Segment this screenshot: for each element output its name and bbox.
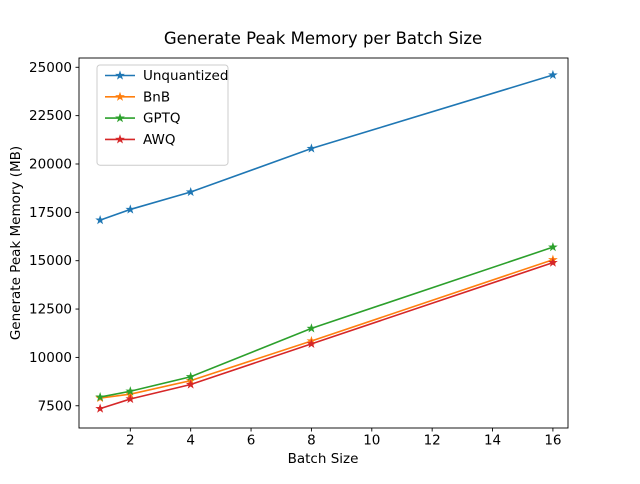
y-tick-label: 15000	[29, 253, 72, 269]
data-point-bnb	[125, 389, 136, 399]
data-point-unquantized	[548, 69, 558, 80]
series-line-bnb	[99, 258, 554, 399]
data-point-unquantized	[95, 214, 105, 225]
legend-marker-gptq	[115, 113, 125, 123]
series-line-gptq	[99, 246, 554, 398]
data-point-awq	[95, 403, 105, 413]
axes-frame	[78, 57, 569, 429]
x-tick-label: 4	[186, 433, 195, 449]
x-tick-label: 14	[484, 433, 501, 449]
y-tick-label: 20000	[29, 156, 72, 172]
data-point-awq	[548, 257, 558, 267]
x-axis-label: Batch Size	[288, 451, 359, 467]
plot-series	[95, 69, 558, 413]
x-tick-label: 12	[424, 433, 441, 449]
y-tick-label: 10000	[29, 350, 72, 366]
data-point-unquantized	[306, 143, 317, 153]
x-tick-label: 10	[363, 433, 380, 449]
legend-marker-bnb	[115, 91, 125, 101]
data-point-unquantized	[125, 204, 136, 214]
y-axis-label: Generate Peak Memory (MB)	[8, 146, 24, 340]
legend-label-bnb: BnB	[143, 89, 170, 105]
y-tick-label: 12500	[29, 302, 72, 318]
x-tick-label: 6	[247, 433, 256, 449]
legend-label-awq: AWQ	[143, 132, 175, 148]
legend-marker-unquantized	[115, 70, 125, 80]
legend-label-unquantized: Unquantized	[143, 68, 228, 84]
data-point-gptq	[185, 371, 196, 381]
x-tick-label: 2	[126, 433, 135, 449]
data-point-awq	[185, 379, 196, 389]
data-point-awq	[125, 393, 136, 404]
data-point-gptq	[125, 386, 136, 396]
x-tick-label: 8	[307, 433, 316, 449]
data-point-gptq	[548, 242, 558, 252]
data-point-unquantized	[185, 186, 196, 197]
legend-label-gptq: GPTQ	[143, 111, 180, 127]
data-point-gptq	[306, 323, 317, 333]
y-tick-label: 25000	[29, 60, 72, 76]
data-point-gptq	[95, 391, 105, 402]
plot-axes: 2 4 6 8 10 12 14 16 7500 10000 12500 15000 17500 2000…	[29, 57, 569, 449]
x-tick-label: 16	[544, 433, 561, 449]
legend-marker-awq	[115, 134, 125, 144]
y-tick-label: 7500	[38, 398, 72, 414]
y-tick-label: 17500	[29, 205, 72, 221]
data-point-awq	[306, 338, 317, 348]
chart-title: Generate Peak Memory per Batch Size	[164, 29, 482, 48]
legend: Unquantized BnB GPTQ AWQ	[96, 64, 229, 166]
y-tick-label: 22500	[29, 108, 72, 124]
